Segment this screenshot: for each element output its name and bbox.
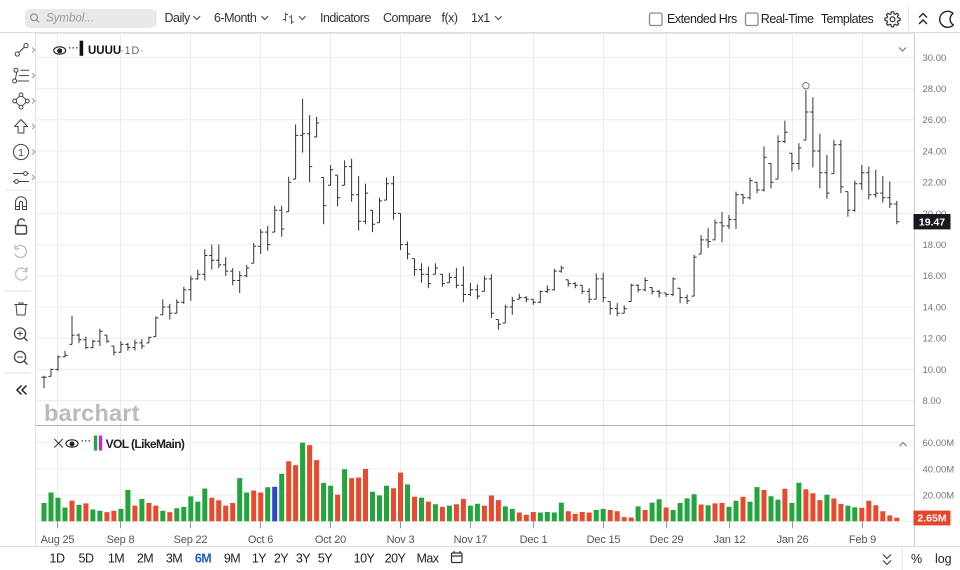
svg-text:Aug 25: Aug 25	[41, 534, 75, 546]
svg-text:18.00: 18.00	[923, 240, 947, 251]
svg-text:Nov 17: Nov 17	[454, 534, 488, 546]
svg-text:6-Month: 6-Month	[214, 11, 257, 25]
svg-text:...: ...	[81, 434, 92, 444]
svg-text:Sep 22: Sep 22	[174, 534, 208, 546]
svg-text:2M: 2M	[137, 552, 153, 566]
svg-text:2.65M: 2.65M	[917, 512, 946, 524]
svg-text:26.00: 26.00	[923, 115, 947, 126]
svg-text:40.00M: 40.00M	[923, 464, 955, 475]
svg-text:1D: 1D	[50, 552, 65, 566]
svg-text:Oct 20: Oct 20	[315, 534, 346, 546]
svg-text:3Y: 3Y	[296, 552, 311, 566]
svg-text:log: log	[935, 552, 952, 566]
svg-text:f(x): f(x)	[442, 11, 458, 25]
svg-text:1Y: 1Y	[252, 552, 267, 566]
svg-text:20Y: 20Y	[385, 552, 407, 566]
svg-text:Dec 1: Dec 1	[520, 534, 548, 546]
svg-text:barchart: barchart	[44, 400, 140, 426]
svg-text:Oct 6: Oct 6	[248, 534, 273, 546]
svg-text:Daily: Daily	[165, 11, 192, 25]
svg-text:10Y: 10Y	[354, 552, 376, 566]
svg-text:Nov 3: Nov 3	[387, 534, 415, 546]
svg-text:1x1: 1x1	[471, 11, 490, 25]
svg-text:8.00: 8.00	[923, 396, 942, 407]
svg-text:Compare: Compare	[383, 11, 431, 25]
svg-text:Dec 15: Dec 15	[587, 534, 621, 546]
svg-text:Dec 29: Dec 29	[650, 534, 684, 546]
svg-text:2Y: 2Y	[274, 552, 289, 566]
svg-text:Symbol...: Symbol...	[46, 13, 94, 25]
svg-text:6M: 6M	[195, 552, 211, 566]
svg-text:Real-Time: Real-Time	[761, 12, 814, 26]
svg-text:Extended Hrs: Extended Hrs	[667, 12, 737, 26]
svg-text:14.00: 14.00	[923, 302, 947, 313]
svg-text:1M: 1M	[108, 552, 124, 566]
svg-text:Feb 9: Feb 9	[849, 534, 876, 546]
svg-text:9M: 9M	[224, 552, 240, 566]
svg-text:Sep 8: Sep 8	[107, 534, 135, 546]
svg-text:16.00: 16.00	[923, 271, 947, 282]
svg-text:60.00M: 60.00M	[923, 438, 955, 449]
svg-text:30.00: 30.00	[923, 53, 947, 64]
svg-text:Indicators: Indicators	[320, 11, 369, 25]
svg-text:Templates: Templates	[821, 12, 874, 26]
svg-text:28.00: 28.00	[923, 84, 947, 95]
svg-text:5Y: 5Y	[318, 552, 333, 566]
svg-text:1: 1	[18, 148, 24, 159]
svg-text:10.00: 10.00	[923, 365, 947, 376]
svg-text:UUUU: UUUU	[88, 45, 121, 57]
svg-text:24.00: 24.00	[923, 146, 947, 157]
svg-text:3M: 3M	[166, 552, 182, 566]
svg-text:%: %	[911, 552, 922, 566]
svg-text:·1D·: ·1D·	[120, 45, 145, 57]
svg-text:5D: 5D	[79, 552, 94, 566]
svg-text:VOL (LikeMain): VOL (LikeMain)	[106, 437, 185, 451]
svg-text:19.47: 19.47	[919, 217, 945, 229]
svg-text:Max: Max	[416, 552, 439, 566]
svg-text:Jan 26: Jan 26	[777, 534, 809, 546]
svg-text:22.00: 22.00	[923, 178, 947, 189]
svg-text:12.00: 12.00	[923, 334, 947, 345]
svg-text:...: ...	[69, 41, 80, 51]
svg-text:Jan 12: Jan 12	[714, 534, 746, 546]
svg-text:20.00M: 20.00M	[923, 491, 955, 502]
